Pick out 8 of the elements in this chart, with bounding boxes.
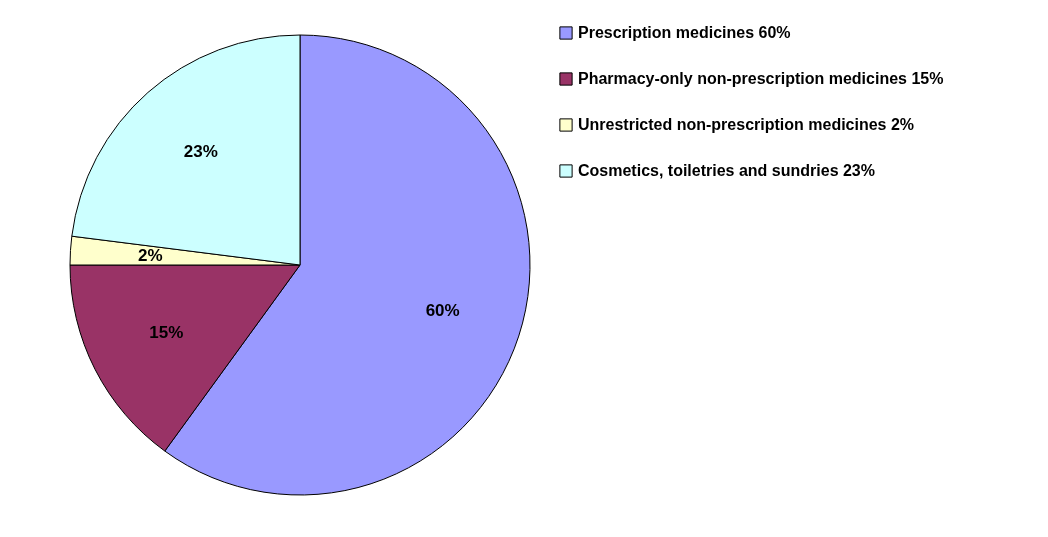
data-label: 23% <box>183 142 218 162</box>
data-label: 60% <box>425 301 460 321</box>
data-label: 15% <box>149 323 184 343</box>
legend-label: Pharmacy-only non-prescription medicines 15% <box>578 70 944 87</box>
legend-label: Unrestricted non-prescription medicines 2% <box>578 116 915 133</box>
legend-label: Cosmetics, toiletries and sundries 23% <box>578 162 875 179</box>
legend-label: Prescription medicines 60% <box>578 24 791 41</box>
data-label: 2% <box>138 245 163 265</box>
